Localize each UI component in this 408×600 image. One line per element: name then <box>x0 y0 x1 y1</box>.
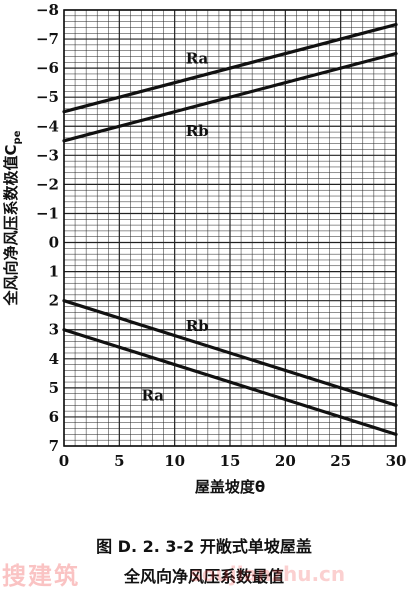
series-label-ra: Ra <box>186 49 209 67</box>
y-tick-label: 4 <box>49 350 59 368</box>
x-tick-label: 10 <box>164 452 185 470</box>
series-line-rb <box>62 51 398 143</box>
x-axis-title: 屋盖坡度θ <box>195 478 265 496</box>
x-tick-label: 0 <box>59 452 69 470</box>
x-tick-label: 25 <box>330 452 351 470</box>
y-tick-label: 2 <box>49 292 59 310</box>
caption-line-2: 全风向净风压系数最值 <box>123 567 284 586</box>
y-tick-label: 0 <box>49 234 59 252</box>
y-tick-label: −6 <box>36 59 59 77</box>
caption-line-1: 图 D. 2. 3-2 开敞式单坡屋盖 <box>96 537 312 556</box>
watermark-text: 搜建筑 <box>2 562 80 590</box>
watermark-url: soujianzhu.cn <box>190 562 346 586</box>
series-line-ra <box>62 328 398 436</box>
y-tick-label: −2 <box>36 175 59 193</box>
y-tick-label: 3 <box>49 321 59 339</box>
y-tick-label: −7 <box>36 30 59 48</box>
series-label-rb: Rb <box>186 122 209 140</box>
series-line-ra <box>62 22 398 114</box>
y-tick-label: 1 <box>49 263 59 281</box>
y-tick-label: 7 <box>49 437 59 455</box>
x-tick-label: 20 <box>275 452 296 470</box>
y-tick-label: 6 <box>49 408 59 426</box>
y-tick-label: −4 <box>36 117 59 135</box>
y-axis-title-subscript: pe <box>12 130 23 144</box>
plot-frame <box>63 9 397 447</box>
x-tick-label: 30 <box>386 452 407 470</box>
y-tick-label: −3 <box>36 146 59 164</box>
y-tick-label: −1 <box>36 204 59 222</box>
y-tick-label: −5 <box>36 88 59 106</box>
x-tick-label: 15 <box>220 452 241 470</box>
y-tick-label: 5 <box>49 379 59 397</box>
y-axis-title: 全风向净风压系数极值Cpe <box>2 130 23 306</box>
y-tick-label: −8 <box>36 1 59 19</box>
x-tick-label: 5 <box>114 452 124 470</box>
series-line-rb <box>62 299 398 407</box>
series-label-ra: Ra <box>141 387 164 405</box>
series-label-rb: Rb <box>186 317 209 335</box>
